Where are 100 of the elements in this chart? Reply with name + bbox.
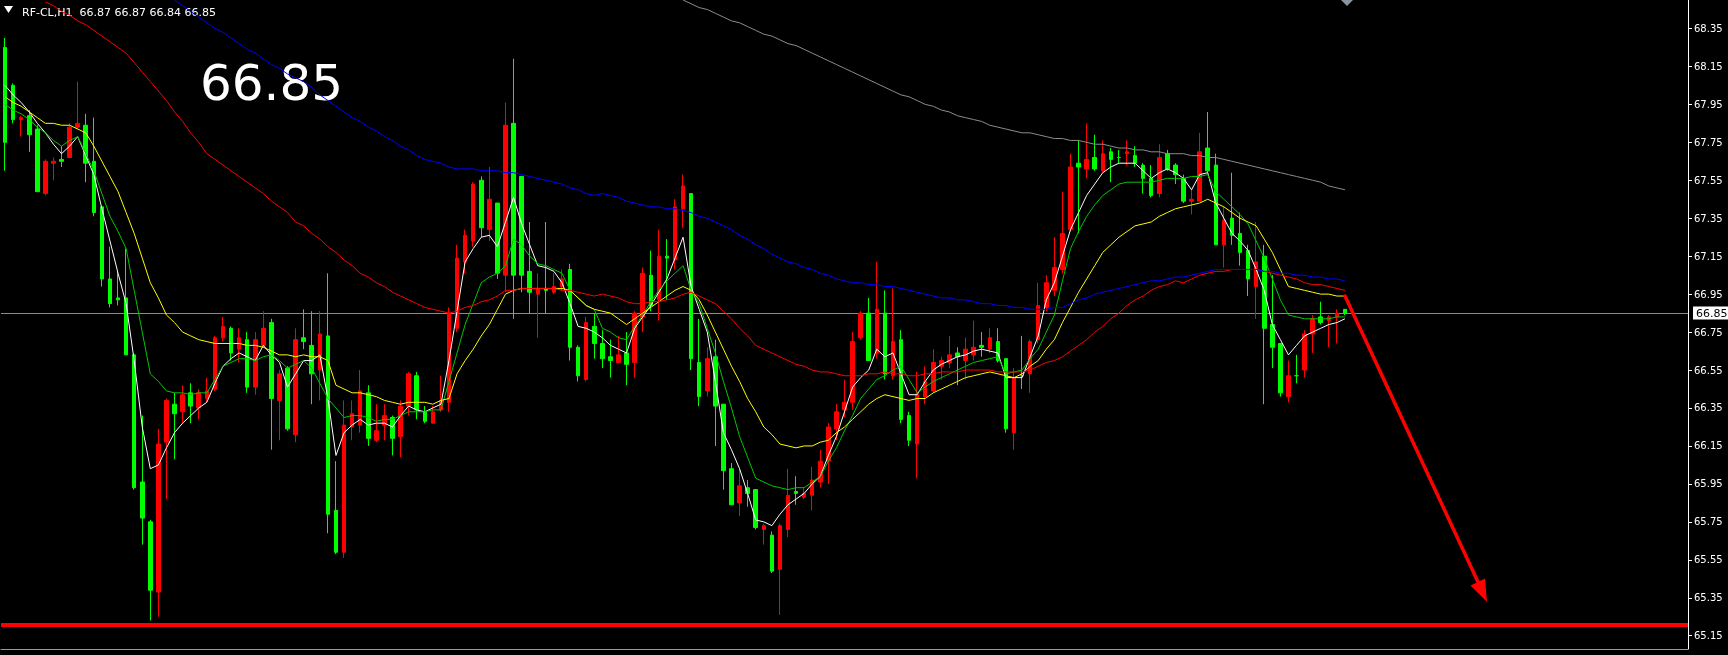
y-tick-label: 65.35 <box>1694 592 1723 604</box>
candlestick <box>245 331 249 394</box>
candlestick <box>866 297 871 362</box>
candlestick <box>729 462 734 506</box>
candlestick <box>455 244 459 333</box>
candlestick <box>673 198 677 270</box>
candlestick <box>657 229 661 322</box>
candlestick <box>1278 342 1283 398</box>
candlestick <box>269 318 274 451</box>
candlestick <box>75 81 80 130</box>
candlestick <box>277 369 282 441</box>
candlestick <box>423 405 427 424</box>
y-tick-label: 67.15 <box>1694 250 1723 262</box>
candlestick <box>164 398 169 500</box>
ref-line-label: 66.85 <box>1696 306 1728 320</box>
candlestick <box>1101 139 1105 174</box>
candlestick <box>229 325 233 362</box>
candlestick <box>1117 149 1121 164</box>
candlestick <box>261 310 266 348</box>
candlestick <box>148 519 153 622</box>
candlestick <box>971 320 976 362</box>
candlestick <box>907 411 911 447</box>
candlestick <box>899 329 903 424</box>
candlestick <box>721 403 726 491</box>
candlestick <box>737 468 742 517</box>
y-tick-label: 66.55 <box>1694 364 1723 376</box>
y-tick-label: 65.95 <box>1694 478 1723 490</box>
y-tick-label: 66.75 <box>1694 326 1723 338</box>
candlestick <box>697 318 701 407</box>
candlestick <box>1254 221 1258 320</box>
candlestick <box>979 331 984 358</box>
candlestick <box>1214 153 1218 246</box>
candlestick <box>471 181 475 248</box>
candlestick <box>681 174 685 229</box>
candlestick <box>640 267 645 333</box>
candlestick <box>1068 153 1073 233</box>
candlestick <box>600 329 605 369</box>
candlestick <box>1270 274 1275 369</box>
y-tick-label: 68.15 <box>1694 60 1723 72</box>
candlestick <box>1133 145 1137 168</box>
candlestick <box>988 327 992 354</box>
candlestick <box>1302 329 1307 379</box>
candlestick <box>592 312 597 360</box>
candlestick <box>552 272 556 295</box>
candlestick <box>1060 191 1065 274</box>
candlestick <box>568 263 572 362</box>
candlestick <box>544 221 548 314</box>
candlestick <box>100 206 104 288</box>
candlestick <box>1189 189 1194 215</box>
y-tick-label: 66.35 <box>1694 402 1723 414</box>
candlestick <box>1310 314 1315 354</box>
candlestick <box>1157 143 1162 198</box>
y-tick-label: 67.95 <box>1694 98 1723 110</box>
candlestick <box>858 310 863 341</box>
candlestick <box>35 124 40 193</box>
candlestick <box>301 308 306 350</box>
candlestick <box>1230 172 1234 246</box>
candlestick <box>1246 244 1250 297</box>
candlestick <box>955 346 960 386</box>
candlestick <box>584 316 588 382</box>
candlestick <box>1141 162 1145 195</box>
candlestick <box>1343 308 1347 316</box>
candlestick <box>374 403 379 443</box>
candlestick <box>414 371 419 420</box>
line-series <box>682 0 1346 191</box>
candlestick <box>285 365 290 432</box>
candlestick <box>334 460 338 555</box>
y-tick-label: 67.75 <box>1694 136 1723 148</box>
candlestick <box>608 339 613 379</box>
candlestick <box>1222 206 1226 269</box>
candlestick <box>132 352 136 491</box>
candlestick <box>1109 147 1113 183</box>
candlestick <box>43 158 48 196</box>
y-tick-label: 67.55 <box>1694 174 1723 186</box>
candlestick <box>624 331 629 386</box>
candlestick <box>188 382 193 424</box>
candlestick <box>172 392 177 460</box>
candlestick <box>689 193 693 371</box>
candlestick <box>519 175 524 293</box>
candlestick <box>180 384 185 424</box>
candlestick <box>511 58 516 320</box>
candlestick <box>527 221 532 314</box>
y-tick-label: 65.55 <box>1694 554 1723 566</box>
candlestick <box>406 371 411 417</box>
candlestick <box>1197 132 1202 202</box>
candlestick <box>786 468 790 538</box>
y-tick-label: 66.95 <box>1694 288 1723 300</box>
candlestick <box>495 202 500 280</box>
candlestick <box>1318 301 1323 325</box>
candlestick <box>1092 134 1097 172</box>
candlestick <box>536 272 540 339</box>
candlestick <box>753 489 758 530</box>
candlestick <box>221 316 225 343</box>
candlestick <box>1084 122 1089 179</box>
candlestick <box>293 327 298 443</box>
candlestick <box>1335 308 1339 344</box>
candlestick <box>108 246 112 308</box>
candlestick <box>196 388 201 420</box>
candlestick <box>1238 212 1242 267</box>
candlestick <box>1004 358 1008 434</box>
